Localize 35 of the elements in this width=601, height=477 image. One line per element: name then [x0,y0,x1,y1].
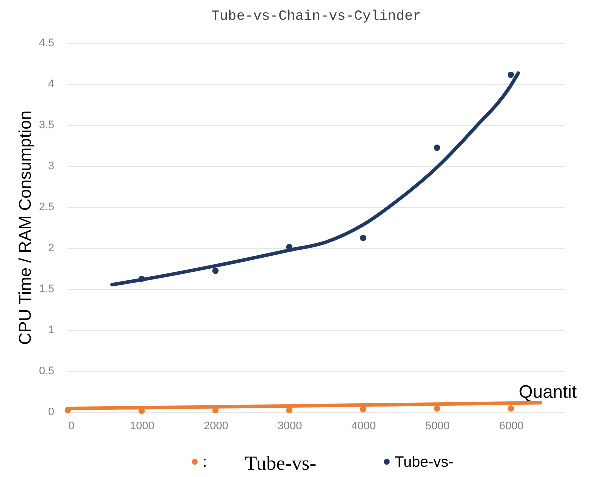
x-tick-label: 3000 [278,420,302,432]
point [434,406,440,412]
line-series [110,72,520,287]
x-tick-label: 0 [68,420,75,432]
point [434,144,440,152]
y-tick-label: 0.5 [39,366,54,378]
y-tick-label: 2.5 [39,202,54,214]
point [508,72,514,78]
point [286,407,293,414]
y-tick-label: 3.5 [39,120,54,132]
legend-label: Tube-vs- [395,454,454,471]
point [360,235,367,242]
y-tick-label: 1 [48,324,54,336]
chart-title: Tube-vs-Chain-vs-Cylinder [211,9,422,25]
point [138,276,146,282]
point [286,244,293,250]
y-tick-label: 0 [48,406,54,418]
y-tick-label: 3 [48,160,54,172]
x-tick-label: 4000 [352,420,376,432]
y-tick-label: 2 [48,242,54,254]
x-tick-label: 2000 [204,420,228,432]
x-axis-title: Quantit [519,382,578,402]
y-tick-label: 4 [48,78,54,90]
y-tick-label: 4.5 [39,38,54,50]
text: Tube-vs- [245,453,316,475]
point [64,407,72,414]
point [360,406,367,413]
point [212,268,219,274]
y-axis-title: CPU Time / RAM Consumption [16,110,36,346]
legend-label: : [203,454,208,471]
x-tick-label: 1000 [130,420,155,432]
point [508,406,514,412]
x-tick-label: 5000 [426,420,450,432]
x-tick-label: 6000 [499,420,524,432]
y-tick-label: 1.5 [39,284,54,296]
